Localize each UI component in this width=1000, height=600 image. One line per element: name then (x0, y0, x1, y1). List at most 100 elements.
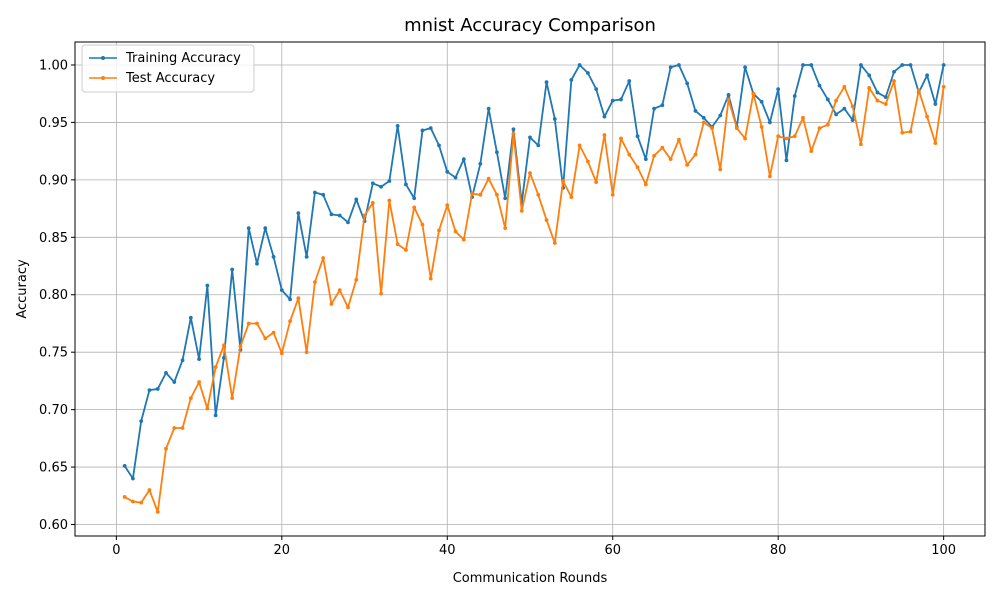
data-point (412, 196, 417, 201)
data-point (561, 179, 565, 183)
data-point (420, 128, 425, 133)
y-tick-label: 0.90 (39, 173, 68, 188)
data-point (404, 182, 408, 187)
x-tick-label: 40 (439, 543, 456, 558)
data-point (809, 63, 814, 67)
data-point (395, 242, 400, 247)
legend: Training Accuracy Test Accuracy (81, 44, 255, 93)
data-point (544, 218, 549, 222)
data-point (916, 88, 921, 93)
data-point (197, 380, 201, 384)
data-point (461, 237, 466, 242)
data-point (660, 145, 665, 150)
data-point (842, 106, 847, 111)
data-point (139, 419, 144, 424)
data-point (131, 476, 135, 481)
data-point (420, 222, 425, 227)
data-point (255, 321, 259, 326)
data-point (627, 152, 632, 157)
data-point (263, 336, 268, 341)
data-point (776, 87, 781, 91)
data-point (271, 330, 276, 335)
data-point (478, 161, 483, 166)
data-point (635, 165, 640, 170)
data-point (370, 181, 375, 186)
legend-label-test: Test Accuracy (125, 71, 215, 86)
data-point (652, 153, 656, 158)
data-point (726, 97, 731, 102)
data-point (850, 104, 855, 109)
legend-box (81, 44, 255, 93)
data-point (387, 198, 392, 203)
data-point (569, 78, 574, 82)
data-point (213, 365, 218, 370)
data-point (875, 98, 880, 103)
data-point (759, 125, 764, 129)
y-tick-label: 0.85 (39, 231, 68, 246)
data-point (941, 63, 946, 67)
data-point (131, 499, 135, 504)
data-point (230, 396, 235, 401)
data-point (188, 315, 193, 320)
data-point (122, 495, 127, 499)
x-tick-label: 80 (770, 543, 787, 558)
data-point (643, 157, 648, 162)
data-point (925, 114, 929, 119)
y-tick-label: 0.80 (39, 288, 68, 303)
plot-frame (74, 41, 986, 537)
data-point (288, 297, 292, 302)
data-point (329, 212, 334, 217)
data-point (346, 220, 350, 225)
data-point (817, 83, 822, 88)
data-point (428, 126, 433, 131)
x-axis-label: Communication Rounds (453, 571, 608, 586)
data-point (908, 129, 913, 134)
data-point (883, 95, 888, 100)
data-point (528, 171, 532, 175)
data-point (817, 126, 822, 131)
data-point (205, 283, 210, 288)
data-point (495, 150, 499, 155)
data-point (213, 413, 218, 418)
series-line (124, 80, 945, 513)
data-point (586, 71, 590, 75)
data-point (461, 157, 466, 162)
data-point (594, 87, 599, 91)
data-point (478, 192, 483, 197)
data-point (875, 90, 880, 95)
data-point (776, 134, 781, 139)
data-point (511, 132, 516, 136)
data-point (404, 248, 408, 252)
y-tick-label: 0.95 (39, 116, 68, 131)
data-point (428, 276, 433, 281)
data-point (801, 115, 805, 120)
data-point (255, 261, 259, 266)
data-point (685, 81, 690, 86)
data-point (652, 106, 656, 111)
legend-marker-training (101, 56, 105, 60)
data-point (784, 158, 789, 163)
data-point (304, 254, 309, 259)
data-point (147, 488, 152, 492)
data-point (263, 226, 268, 231)
y-axis-label: Accuracy (15, 259, 30, 319)
data-point (503, 226, 508, 231)
data-point (552, 117, 557, 121)
data-point (660, 103, 665, 108)
data-point (395, 123, 400, 128)
legend-label-training: Training Accuracy (125, 51, 241, 66)
data-point (486, 106, 491, 111)
data-point (337, 288, 342, 293)
data-point (925, 73, 929, 78)
data-point (238, 344, 243, 349)
data-point (503, 196, 508, 201)
data-point (528, 135, 532, 140)
data-point (296, 211, 301, 216)
data-point (842, 84, 847, 89)
data-point (643, 182, 648, 187)
data-point (453, 175, 458, 180)
data-point (718, 167, 723, 172)
data-point (734, 126, 739, 131)
data-point (188, 396, 193, 401)
data-point (362, 213, 367, 218)
